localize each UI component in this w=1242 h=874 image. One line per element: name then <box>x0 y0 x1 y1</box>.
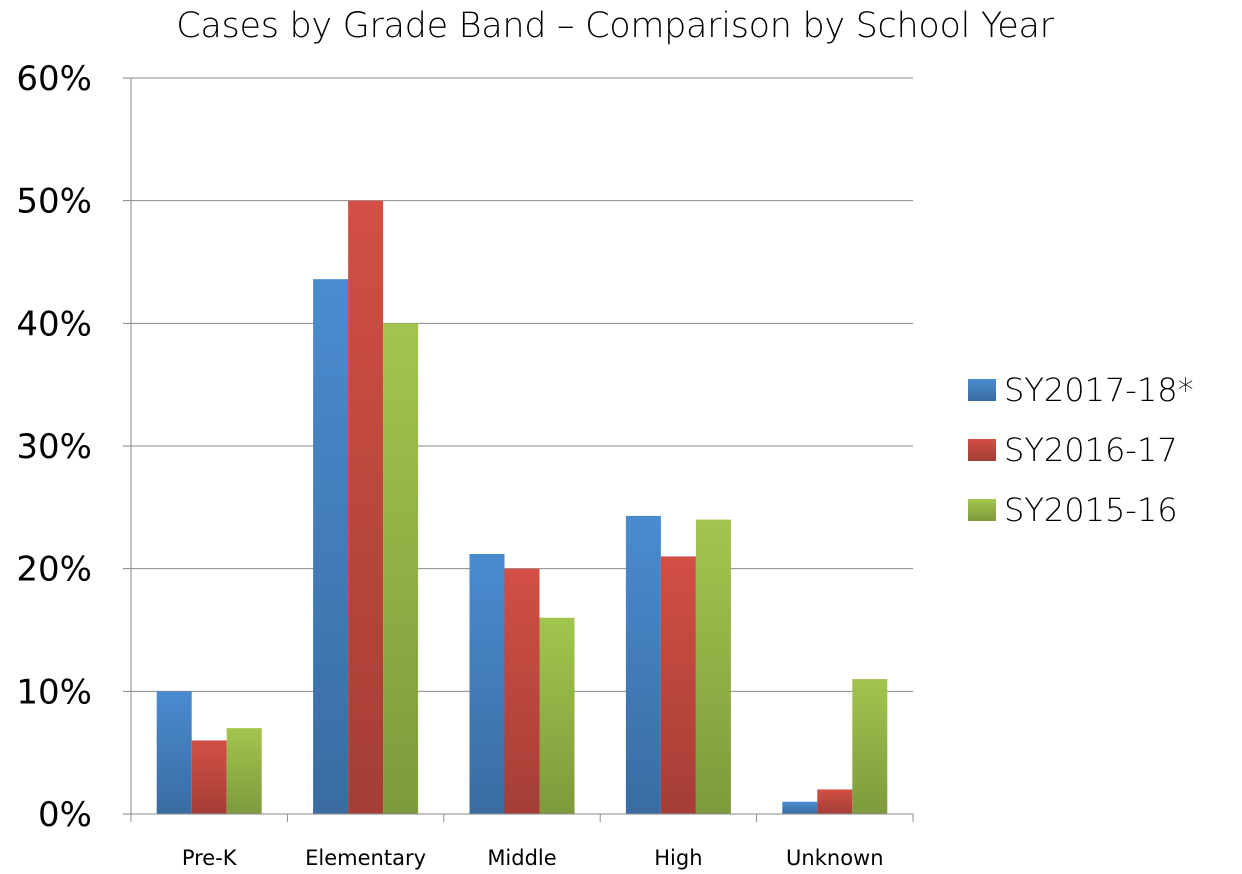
bar <box>695 519 731 814</box>
legend-label: SY2017-18* <box>1004 371 1194 409</box>
legend-label: SY2016-17 <box>1004 431 1178 469</box>
y-tick-labels: 0% 10% 20% 30% 40% 50% 60% <box>16 59 92 835</box>
y-tick-label: 0% <box>38 795 92 835</box>
legend-swatch <box>968 439 996 461</box>
bar <box>226 728 262 814</box>
bar <box>313 279 349 814</box>
bar-group <box>156 200 888 814</box>
bar <box>383 323 419 814</box>
legend-label: SY2015-16 <box>1004 491 1178 529</box>
x-tick-label: Unknown <box>786 846 883 870</box>
y-tick-label: 10% <box>16 672 92 712</box>
y-tick-label: 40% <box>16 304 92 344</box>
legend-swatch <box>968 499 996 521</box>
x-tick-label: Middle <box>487 846 556 870</box>
axes <box>123 78 914 822</box>
x-tick-label: High <box>654 846 702 870</box>
bar <box>348 200 384 814</box>
bar <box>156 691 192 814</box>
bar <box>660 556 696 814</box>
bar <box>469 553 505 814</box>
y-tick-label: 60% <box>16 59 92 99</box>
legend-item: SY2017-18* <box>968 360 1194 420</box>
bar <box>191 740 227 814</box>
x-tick-label: Elementary <box>305 846 426 870</box>
legend-swatch <box>968 379 996 401</box>
bar <box>539 617 575 814</box>
legend-item: SY2015-16 <box>968 480 1194 540</box>
chart-title: Cases by Grade Band – Comparison by Scho… <box>176 6 1054 46</box>
bar <box>782 801 818 814</box>
legend: SY2017-18* SY2016-17 SY2015-16 <box>968 360 1194 540</box>
x-tick-label: Pre-K <box>182 846 238 870</box>
bar <box>625 515 661 814</box>
y-tick-label: 30% <box>16 427 92 467</box>
legend-item: SY2016-17 <box>968 420 1194 480</box>
y-tick-label: 50% <box>16 182 92 222</box>
x-tick-labels: Pre-K Elementary Middle High Unknown <box>182 846 884 870</box>
bar <box>504 568 540 814</box>
y-tick-label: 20% <box>16 550 92 590</box>
bar <box>852 679 888 814</box>
bar <box>817 789 853 814</box>
